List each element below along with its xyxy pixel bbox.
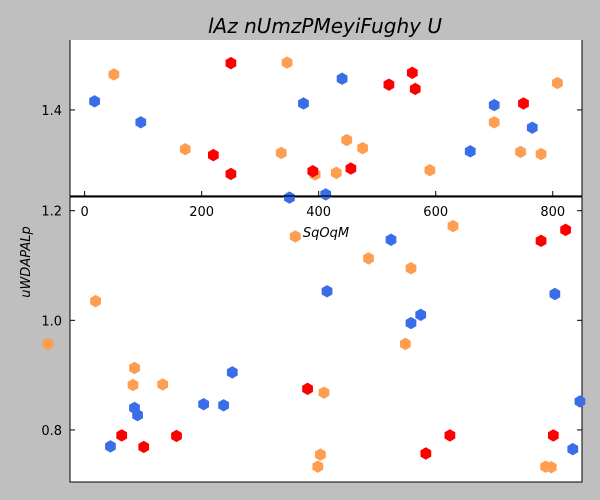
top-plot-area [70, 40, 582, 196]
top-x-tick-label: 400 [306, 205, 331, 220]
top-scatter-point [298, 97, 309, 110]
top-scatter-point [345, 162, 357, 175]
bottom-scatter-point [312, 460, 324, 473]
bottom-scatter-point [132, 408, 143, 422]
bottom-scatter-point [405, 316, 417, 330]
bottom-scatter-point [560, 223, 571, 237]
bottom-scatter-point [129, 361, 140, 375]
top-scatter-point [552, 76, 563, 90]
bottom-scatter-point [138, 440, 150, 454]
x-axis-label: SqOqM [303, 226, 349, 241]
bottom-scatter-point [574, 395, 586, 408]
top-scatter-point [281, 56, 293, 69]
bottom-plot-area [69, 196, 583, 483]
top-scatter-point [357, 141, 368, 155]
bottom-scatter-point [547, 429, 559, 442]
top-scatter-point [307, 165, 319, 178]
bottom-scatter-point [318, 386, 330, 399]
bottom-scatter-point [321, 285, 333, 298]
top-scatter-point [424, 163, 436, 177]
top-scatter-point [488, 116, 500, 129]
top-scatter-point [464, 145, 476, 158]
bottom-scatter-point [363, 252, 374, 265]
top-scatter-point [330, 166, 342, 180]
bottom-scatter-point [90, 294, 101, 308]
top-x-tick-label: 800 [540, 205, 565, 220]
top-scatter-point [488, 98, 500, 112]
top-scatter-point [135, 116, 147, 129]
bottom-scatter-point [42, 337, 54, 351]
bottom-scatter-point [385, 233, 397, 246]
bottom-scatter-point [198, 397, 209, 411]
top-scatter-point [383, 78, 395, 91]
top-x-tick-label: 200 [189, 205, 214, 220]
chart-title: lAz nUmzPMeyiFughy U [208, 14, 442, 38]
top-axes: 0 200 400 600 800 1.4 SqOqM [41, 40, 583, 241]
bottom-scatter-point [289, 230, 301, 243]
bottom-scatter-point [218, 399, 229, 412]
bottom-scatter-point [420, 447, 432, 460]
top-scatter-point [535, 147, 547, 161]
top-scatter-point [341, 133, 353, 147]
top-scatter-point [225, 167, 237, 181]
top-scatter-point [207, 148, 219, 162]
top-scatter-point [108, 68, 120, 81]
bottom-scatter-point [171, 429, 182, 443]
top-scatter-point [89, 95, 100, 108]
bottom-y-tick-label: 0.8 [41, 424, 62, 439]
top-x-tick-label: 0 [80, 205, 88, 220]
bottom-scatter-point [116, 429, 128, 442]
bottom-axes: 0.8 1.0 1.2 uWDAPALp [19, 196, 586, 483]
bottom-scatter-point [226, 366, 238, 379]
bottom-scatter-point [415, 308, 427, 322]
top-scatter-point [225, 56, 237, 70]
top-scatter-point [526, 121, 538, 134]
bottom-y-tick-label: 1.0 [41, 314, 62, 329]
bottom-scatter-point [567, 442, 579, 456]
y-axis-label: uWDAPALp [19, 226, 34, 298]
top-x-tick-label: 600 [423, 205, 448, 220]
top-scatter-point [515, 145, 526, 159]
bottom-scatter-point [157, 378, 169, 391]
top-scatter-point [320, 188, 332, 201]
bottom-scatter-point [549, 287, 561, 301]
top-scatter-point [336, 72, 348, 85]
top-scatter-point [518, 97, 529, 110]
bottom-scatter-point [127, 378, 139, 392]
bottom-scatter-point [399, 337, 411, 351]
top-scatter-point [406, 66, 418, 80]
top-scatter-point [409, 82, 421, 96]
bottom-scatter-point [545, 461, 557, 474]
bottom-scatter-point [302, 382, 313, 396]
top-scatter-point [275, 146, 287, 160]
bottom-scatter-point [105, 440, 116, 453]
bottom-scatter-point [444, 429, 456, 442]
bottom-scatter-point [405, 262, 417, 275]
top-scatter-point [284, 191, 295, 204]
bottom-scatter-point [447, 219, 459, 233]
top-scatter-point [179, 143, 191, 156]
top-y-tick-label: 1.4 [41, 104, 62, 119]
bottom-scatter-point [535, 234, 547, 248]
bottom-y-tick-label: 1.2 [41, 205, 62, 220]
bottom-scatter-point [315, 448, 326, 461]
